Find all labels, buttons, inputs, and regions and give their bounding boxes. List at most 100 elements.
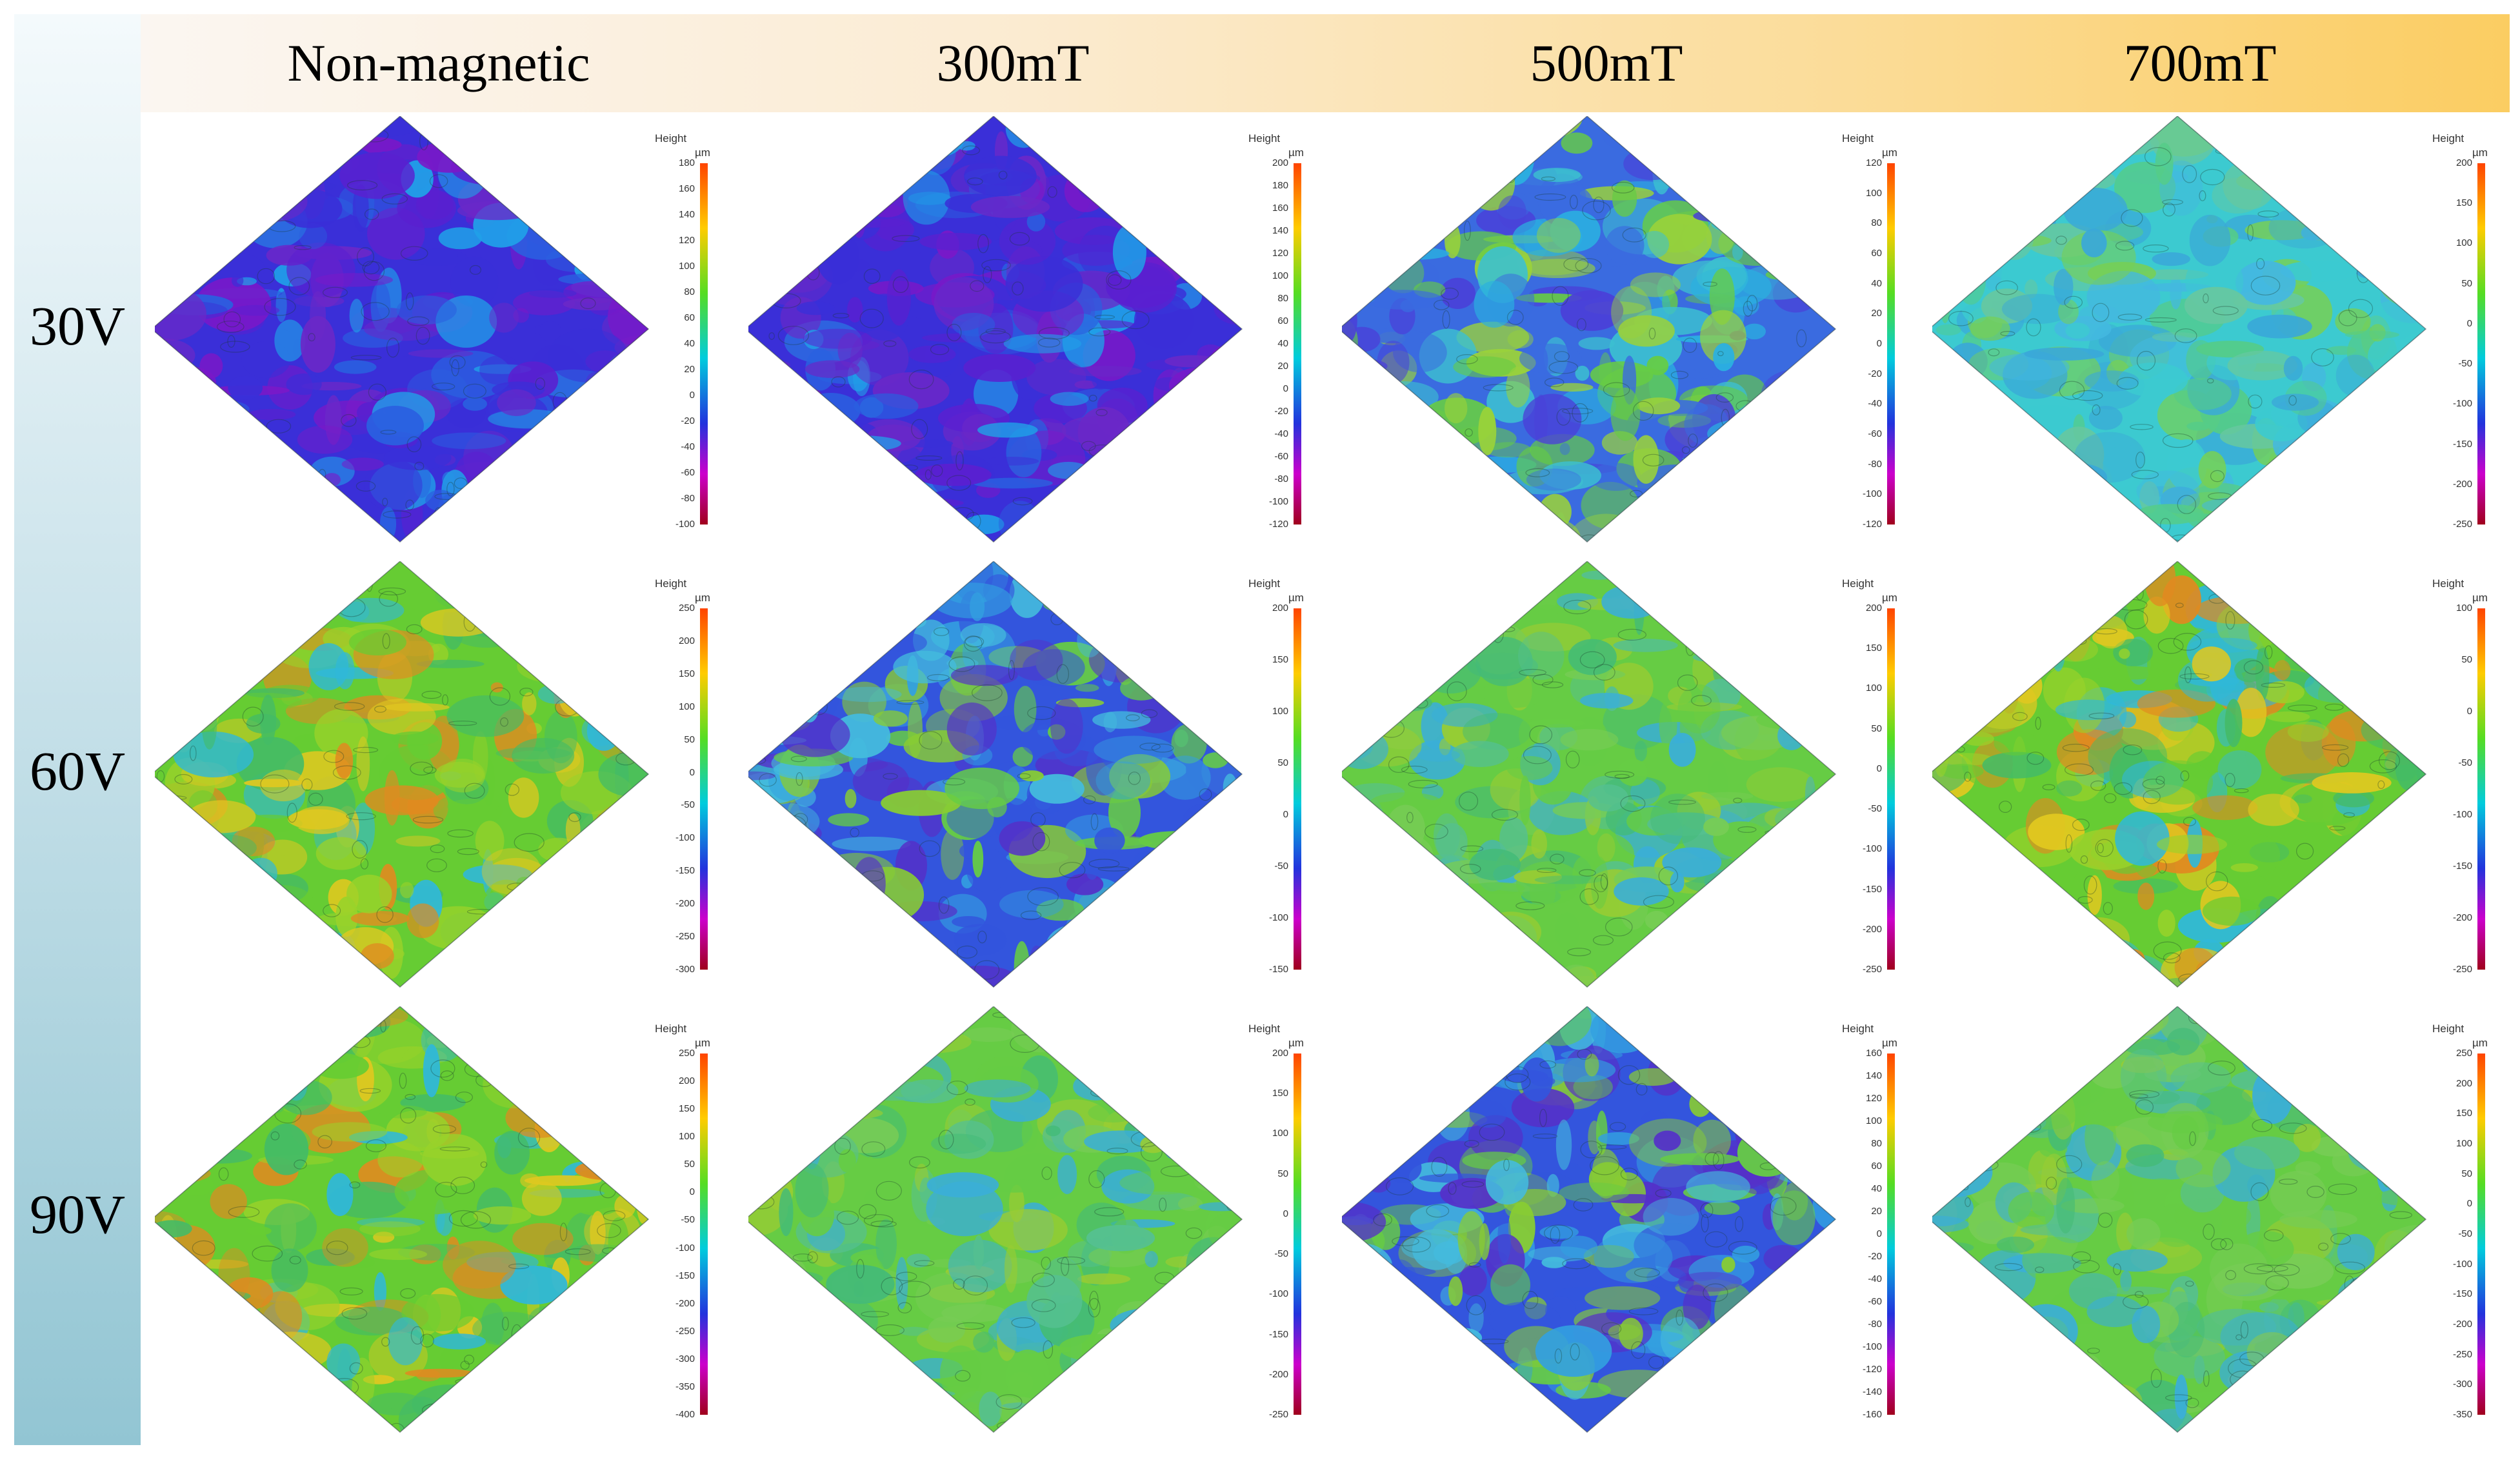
scale-tick-label: -50	[681, 799, 695, 811]
color-scale-bar	[1887, 163, 1895, 524]
scale-tick-label: 80	[1871, 1138, 1882, 1149]
scale-tick-label: 250	[678, 603, 695, 614]
scale-tick-label: -50	[1274, 1248, 1288, 1260]
scale-tick-label: 100	[2455, 603, 2472, 614]
scale-tick-label: -50	[681, 1214, 695, 1226]
surface-topography-0-3	[1932, 116, 2427, 543]
height-scalebar-1-2: Height µm 200 150 100 50 0 -50 -100 -150 -200 -250	[1842, 577, 1919, 990]
height-scalebar-2-3: Height µm 250 200 150 100 50 0 -50 -100 -150 -200 -2…	[2432, 1023, 2510, 1435]
scale-tick-label: 50	[2461, 654, 2472, 665]
scale-tick-label: 0	[1283, 383, 1288, 394]
surface-topography-1-2	[1342, 561, 1837, 988]
row-header-band	[14, 14, 141, 1445]
unit-label: µm	[2472, 1037, 2488, 1049]
height-label: Height	[1248, 132, 1281, 145]
scale-tick-label: -100	[1268, 912, 1288, 923]
scale-tick-label: 40	[1871, 277, 1882, 289]
scale-tick-label: 150	[1272, 1088, 1288, 1099]
color-scale-bar	[1294, 608, 1301, 970]
scale-tick-label: 0	[2466, 317, 2472, 329]
scale-tick-label: -100	[1862, 488, 1882, 500]
unit-label: µm	[2472, 592, 2488, 604]
height-label: Height	[655, 132, 687, 145]
scale-tick-label: 80	[1277, 293, 1288, 304]
scale-tick-label: 50	[684, 1159, 695, 1170]
scale-tick-label: -60	[1868, 1296, 1882, 1307]
scale-tick-label: -200	[2452, 478, 2472, 490]
scale-tick-label: -50	[2458, 757, 2472, 768]
scale-tick-label: -80	[1868, 1319, 1882, 1330]
scale-tick-label: -20	[681, 415, 695, 426]
scale-tick-label: 200	[1272, 157, 1288, 168]
scale-tick-label: 100	[678, 261, 695, 272]
scale-tick-label: -60	[1868, 428, 1882, 439]
surface-topography-1-0	[155, 561, 650, 988]
color-scale-bar	[2477, 163, 2485, 524]
column-title-non-magnetic: Non-magnetic	[287, 34, 590, 92]
scale-tick-label: -60	[1274, 451, 1288, 462]
color-scale-bar	[1294, 1054, 1301, 1415]
unit-label: µm	[695, 1037, 710, 1049]
row-title-90v: 90V	[29, 1183, 126, 1245]
scale-tick-label: -20	[1868, 1251, 1882, 1262]
scale-tick-label: -100	[1862, 1341, 1882, 1352]
scale-tick-label: 100	[1865, 683, 1882, 694]
scale-tick-label: -80	[1274, 474, 1288, 484]
scale-tick-label: 180	[678, 157, 695, 168]
scale-tick-label: -300	[675, 964, 695, 975]
scale-tick-label: 200	[678, 635, 695, 646]
scale-tick-label: 0	[2466, 1198, 2472, 1210]
scale-tick-label: -40	[1868, 1273, 1882, 1284]
scale-tick-label: -40	[681, 441, 695, 452]
color-scale-bar	[700, 163, 708, 524]
scale-tick-label: 100	[2455, 237, 2472, 249]
scale-tick-label: 250	[2455, 1048, 2472, 1059]
scale-tick-label: 100	[1272, 706, 1288, 717]
scale-tick-label: 150	[1865, 643, 1882, 654]
scale-tick-label: -300	[675, 1353, 695, 1364]
height-label: Height	[2432, 132, 2465, 145]
scale-tick-label: 40	[1871, 1183, 1882, 1194]
scale-tick-label: -350	[675, 1381, 695, 1392]
height-label: Height	[655, 1023, 687, 1035]
scale-tick-label: 0	[1876, 338, 1882, 349]
scale-tick-label: 0	[1876, 1228, 1882, 1239]
scale-tick-label: -150	[2452, 1288, 2472, 1300]
scale-tick-label: 0	[689, 390, 695, 401]
scale-tick-label: 180	[1272, 180, 1288, 191]
height-label: Height	[2432, 1023, 2465, 1035]
height-label: Height	[1248, 577, 1281, 590]
scale-tick-label: 100	[1865, 1115, 1882, 1126]
scale-tick-label: -160	[1862, 1409, 1882, 1420]
surface-topography-2-0	[155, 1006, 650, 1433]
surface-topography-0-2	[1342, 116, 1837, 543]
scale-tick-label: -250	[2452, 964, 2472, 975]
unit-label: µm	[695, 592, 710, 604]
scale-tick-label: 200	[1865, 603, 1882, 614]
scale-tick-label: -50	[1274, 861, 1288, 872]
height-label: Height	[1842, 577, 1874, 590]
scale-tick-label: 50	[2461, 277, 2472, 289]
scale-tick-label: -350	[2452, 1409, 2472, 1420]
column-title-300mt: 300mT	[936, 34, 1090, 92]
scale-tick-label: 100	[1272, 1128, 1288, 1139]
scale-tick-label: -150	[1268, 964, 1288, 975]
color-scale-bar	[1887, 608, 1895, 970]
unit-label: µm	[1882, 592, 1897, 604]
scale-tick-label: -150	[1862, 883, 1882, 895]
scale-tick-label: -140	[1862, 1386, 1882, 1397]
scale-tick-label: 50	[1277, 757, 1288, 768]
scale-tick-label: -200	[675, 898, 695, 910]
scale-tick-label: -150	[2452, 861, 2472, 872]
scale-tick-label: -50	[2458, 358, 2472, 370]
scale-tick-label: -400	[675, 1409, 695, 1420]
scale-tick-label: -100	[1268, 496, 1288, 507]
scale-tick-label: 200	[2455, 157, 2472, 168]
scale-tick-label: 200	[2455, 1077, 2472, 1089]
height-label: Height	[2432, 577, 2465, 590]
scale-tick-label: 60	[1871, 1161, 1882, 1172]
scale-tick-label: -40	[1868, 398, 1882, 410]
scale-tick-label: 50	[1277, 1168, 1288, 1179]
surface-topography-1-1	[748, 561, 1243, 988]
height-scalebar-0-1: Height µm 200 180 160 140 120 100 80 60 40 20 0 -20 -4…	[1248, 132, 1326, 545]
